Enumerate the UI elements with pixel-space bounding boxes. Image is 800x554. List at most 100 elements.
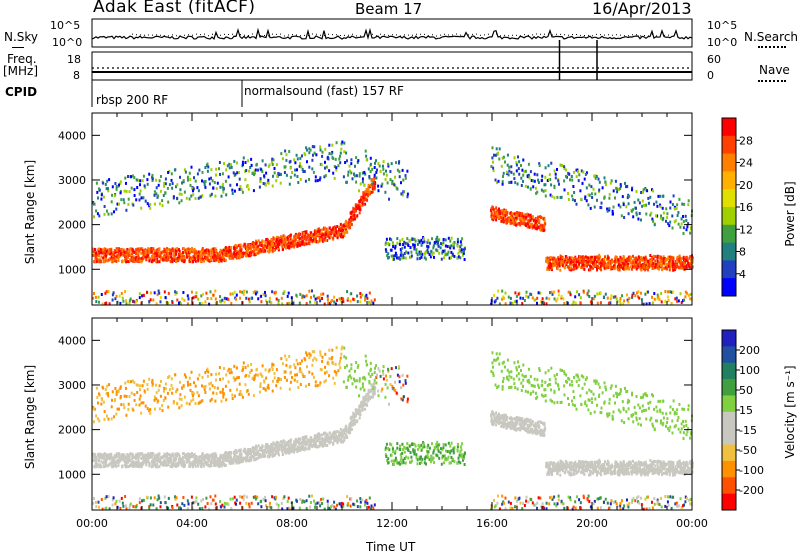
velocity-echo bbox=[126, 458, 129, 462]
power-echo bbox=[563, 179, 566, 183]
power-echo bbox=[518, 211, 521, 215]
velocity-echo bbox=[92, 452, 94, 456]
power-echo bbox=[187, 253, 190, 257]
power-echo bbox=[579, 260, 582, 264]
power-echo bbox=[463, 258, 466, 261]
velocity-echo bbox=[248, 452, 251, 455]
power-echo bbox=[202, 292, 204, 296]
power-echo bbox=[384, 177, 387, 181]
power-echo bbox=[651, 217, 654, 221]
velocity-echo bbox=[102, 400, 105, 404]
power-echo bbox=[236, 253, 238, 257]
power-echo bbox=[354, 217, 357, 221]
velocity-echo bbox=[122, 458, 125, 462]
velocity-echo bbox=[249, 458, 252, 462]
power-echo bbox=[684, 290, 687, 294]
power-echo bbox=[640, 264, 643, 267]
power-echo bbox=[152, 247, 155, 251]
power-echo bbox=[193, 176, 195, 180]
power-echo bbox=[675, 207, 678, 210]
velocity-echo bbox=[187, 502, 190, 506]
power-echo bbox=[251, 171, 254, 175]
power-echo bbox=[242, 251, 245, 255]
power-echo bbox=[128, 301, 131, 305]
power-echo bbox=[343, 227, 346, 231]
power-echo bbox=[318, 178, 321, 182]
velocity-echo bbox=[125, 394, 128, 398]
power-echo bbox=[293, 235, 296, 239]
velocity-echo bbox=[188, 402, 191, 406]
power-echo bbox=[291, 239, 293, 243]
power-echo bbox=[604, 292, 607, 296]
power-echo bbox=[374, 161, 376, 165]
power-echo bbox=[122, 299, 125, 303]
power-echo bbox=[271, 249, 274, 253]
power-echo bbox=[370, 190, 373, 194]
power-echo bbox=[221, 249, 224, 253]
power-echo bbox=[339, 151, 342, 155]
power-echo bbox=[529, 213, 532, 217]
power-echo bbox=[587, 289, 590, 293]
velocity-echo bbox=[115, 460, 118, 464]
power-echo bbox=[280, 172, 282, 176]
power-echo bbox=[327, 231, 330, 235]
power-echo bbox=[622, 266, 624, 270]
power-echo bbox=[518, 217, 521, 221]
power-echo bbox=[347, 222, 350, 226]
power-echo bbox=[229, 256, 232, 260]
velocity-echo bbox=[164, 501, 167, 505]
power-echo bbox=[620, 263, 623, 267]
power-echo bbox=[646, 189, 649, 193]
velocity-echo bbox=[103, 410, 106, 413]
power-echo bbox=[189, 256, 192, 260]
power-echo bbox=[133, 259, 136, 263]
velocity-echo bbox=[204, 456, 207, 460]
velocity-echo bbox=[163, 452, 166, 456]
power-echo bbox=[535, 219, 537, 223]
power-echo bbox=[353, 298, 356, 302]
velocity-echo bbox=[146, 455, 149, 459]
power-echo bbox=[275, 246, 278, 250]
power-echo bbox=[313, 294, 315, 298]
power-echo bbox=[676, 214, 679, 217]
power-echo bbox=[214, 194, 217, 198]
power-echo bbox=[657, 262, 660, 266]
power-echo bbox=[664, 299, 667, 303]
power-echo bbox=[104, 254, 107, 258]
velocity-echo bbox=[155, 397, 158, 401]
power-echo bbox=[296, 244, 299, 248]
velocity-echo bbox=[189, 464, 192, 468]
power-echo bbox=[594, 258, 597, 262]
power-echo bbox=[167, 171, 170, 174]
power-echo bbox=[178, 256, 181, 260]
power-echo bbox=[669, 200, 672, 204]
power-echo bbox=[95, 258, 98, 262]
power-echo bbox=[295, 242, 298, 246]
power-echo bbox=[598, 257, 601, 261]
velocity-echo bbox=[172, 401, 175, 405]
power-echo bbox=[223, 296, 226, 300]
power-echo bbox=[388, 197, 390, 201]
power-echo bbox=[206, 162, 209, 166]
velocity-echo bbox=[239, 390, 242, 393]
power-echo bbox=[656, 204, 659, 208]
power-echo bbox=[621, 195, 624, 199]
velocity-echo bbox=[103, 452, 106, 456]
power-echo bbox=[280, 240, 283, 244]
power-echo bbox=[649, 262, 652, 266]
power-echo bbox=[573, 191, 576, 194]
power-echo bbox=[302, 170, 305, 173]
power-echo bbox=[93, 253, 96, 256]
velocity-echo bbox=[151, 463, 154, 467]
power-echo bbox=[115, 207, 118, 211]
power-echo bbox=[181, 259, 184, 263]
power-echo bbox=[124, 290, 127, 293]
power-echo bbox=[237, 253, 240, 257]
velocity-echo bbox=[185, 456, 188, 460]
velocity-echo bbox=[163, 389, 165, 393]
power-echo bbox=[682, 226, 685, 230]
power-echo bbox=[132, 259, 135, 263]
velocity-echo bbox=[179, 393, 182, 397]
power-echo bbox=[203, 253, 206, 257]
velocity-echo bbox=[135, 461, 138, 464]
